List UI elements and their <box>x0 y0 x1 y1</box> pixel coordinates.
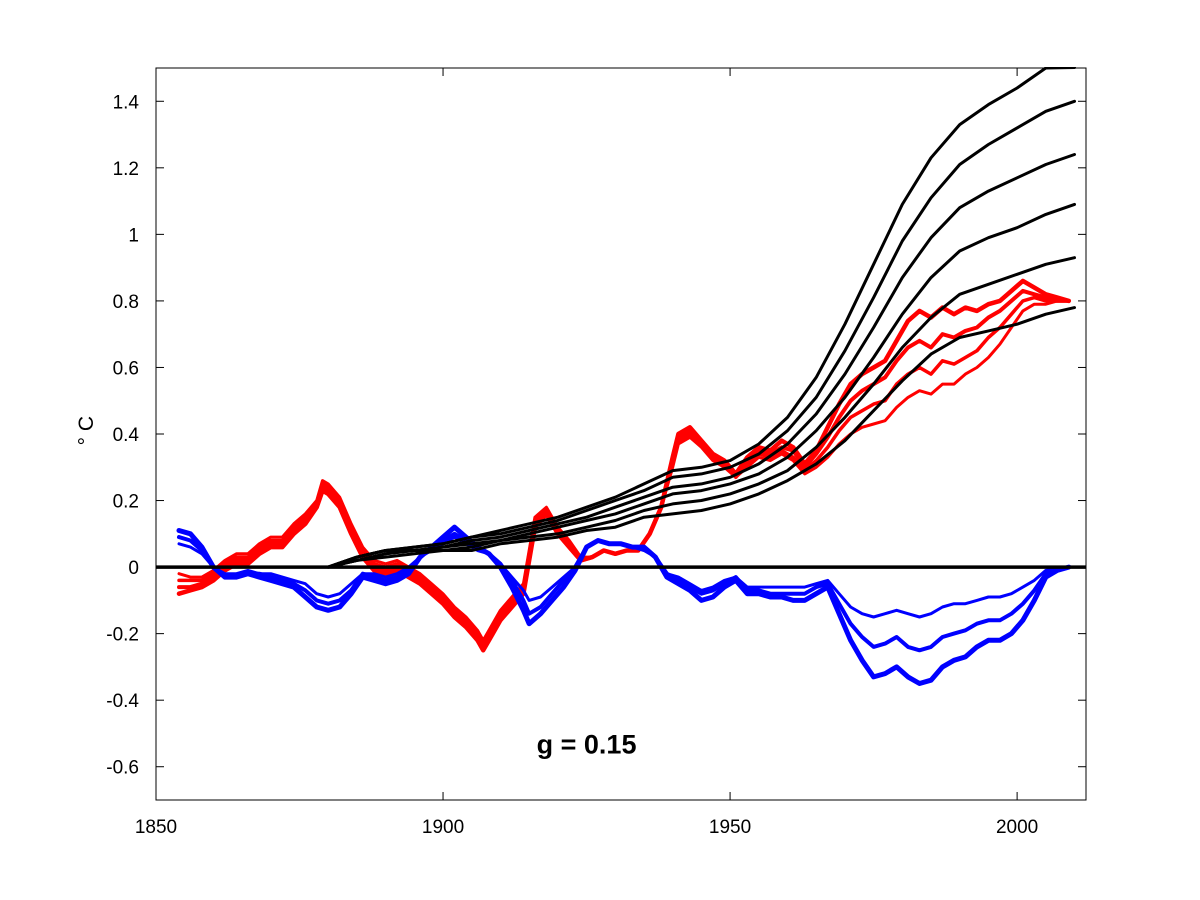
series-line-black-8 <box>326 99 1076 569</box>
series-line-black-12 <box>326 306 1076 569</box>
y-tick-label: 0.8 <box>113 292 139 313</box>
y-tick-label: 0 <box>128 558 139 579</box>
y-tick-label: 1.4 <box>113 92 140 113</box>
series-layer <box>176 67 1076 686</box>
series-line-black-10 <box>326 202 1076 569</box>
x-tick-label: 1900 <box>422 817 464 838</box>
x-tick-label: 2000 <box>996 817 1038 838</box>
y-tick-label: 1.2 <box>113 159 139 180</box>
x-tick-label: 1950 <box>709 817 751 838</box>
y-tick-label: 1 <box>128 225 139 246</box>
y-tick-label: 0.6 <box>113 358 139 379</box>
series-line-blue-6 <box>177 535 1071 619</box>
y-tick-label: 0.2 <box>113 492 139 513</box>
y-tick-label: -0.6 <box>106 758 139 779</box>
y-tick-label: 0.4 <box>113 425 140 446</box>
series-line-red-3 <box>177 299 1071 642</box>
y-axis-label: ° C <box>75 416 98 445</box>
x-tick-label: 1850 <box>135 817 177 838</box>
annotation-label: g = 0.15 <box>537 729 637 759</box>
tick-layer: 1850 1900 1950 2000 -0.6 -0.4 -0.2 0 0.2 0.4 0.6 0.… <box>106 68 1086 838</box>
y-tick-label: -0.2 <box>106 625 139 646</box>
y-tick-label: -0.4 <box>106 691 139 712</box>
